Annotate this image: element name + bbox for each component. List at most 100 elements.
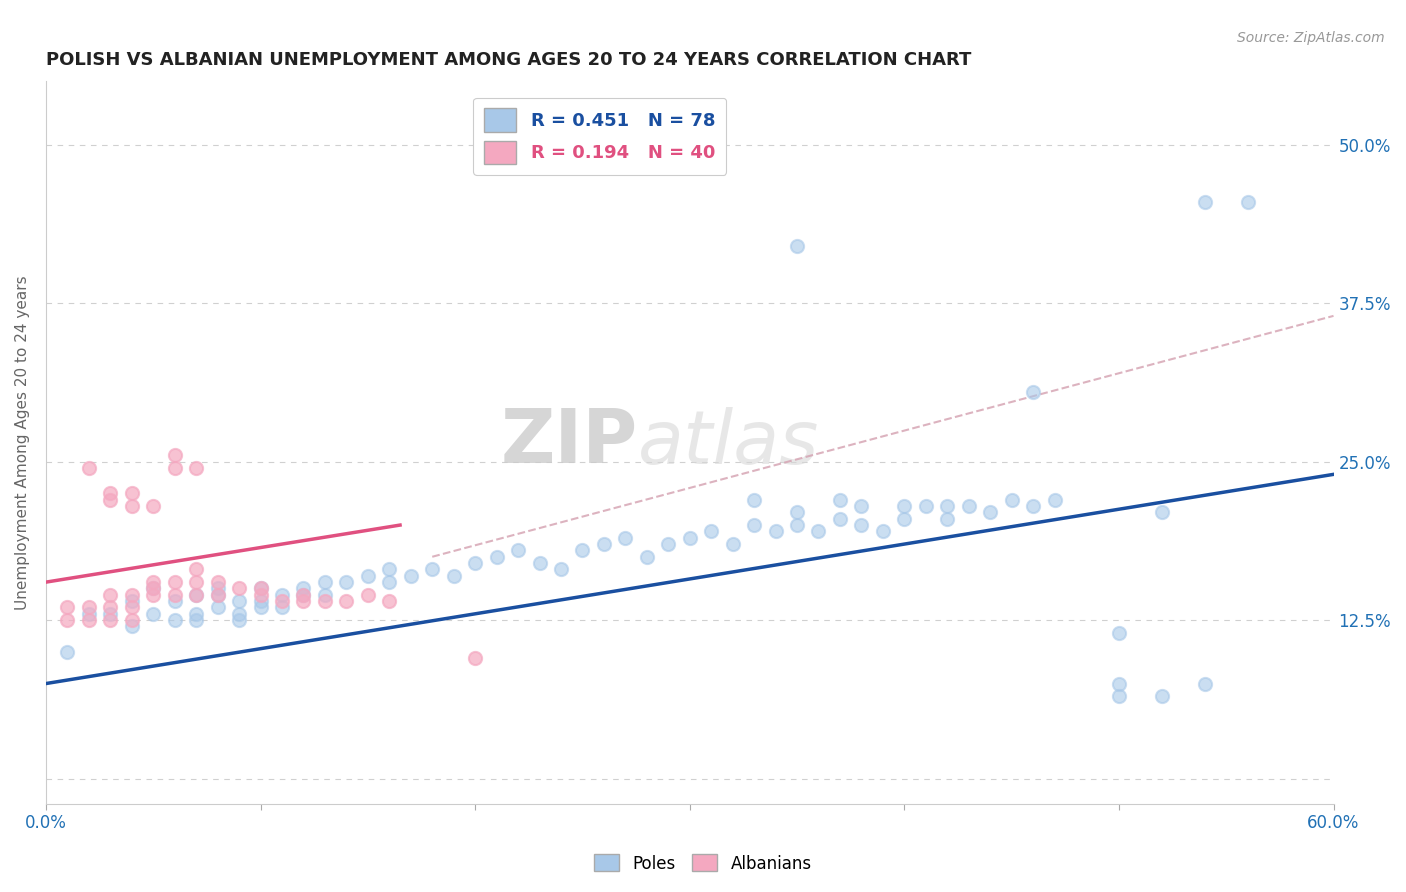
Point (163, 448, 186, 462)
Point (529, 556, 551, 570)
Point (679, 531, 702, 545)
Point (77, 461, 100, 475)
Point (292, 594, 315, 608)
Point (1043, 492, 1066, 507)
Point (163, 613, 186, 627)
Point (207, 575, 229, 590)
Text: ZIP: ZIP (501, 406, 638, 479)
Point (121, 486, 143, 500)
Point (56, 600, 79, 615)
Point (142, 582, 165, 596)
Point (207, 588, 229, 602)
Point (1236, 194, 1258, 209)
Point (292, 582, 315, 596)
Point (77, 613, 100, 627)
Point (121, 594, 143, 608)
Point (506, 543, 529, 558)
Point (851, 499, 873, 513)
Point (378, 562, 401, 576)
Point (142, 607, 165, 621)
Point (292, 588, 315, 602)
Point (464, 651, 486, 665)
Point (1150, 690, 1173, 704)
Point (1150, 505, 1173, 519)
Point (1194, 194, 1216, 209)
Point (98, 486, 121, 500)
Point (378, 594, 401, 608)
Point (271, 594, 294, 608)
Point (121, 588, 143, 602)
Point (163, 461, 186, 475)
Point (186, 613, 208, 627)
Legend: Poles, Albanians: Poles, Albanians (588, 847, 818, 880)
Point (742, 492, 765, 507)
Point (765, 524, 787, 539)
Point (121, 613, 143, 627)
Point (872, 524, 894, 539)
Point (163, 575, 186, 590)
Point (786, 518, 808, 533)
Point (957, 499, 980, 513)
Point (614, 531, 637, 545)
Point (914, 499, 936, 513)
Point (893, 512, 915, 526)
Point (335, 575, 357, 590)
Point (271, 600, 294, 615)
Point (228, 613, 250, 627)
Point (249, 582, 271, 596)
Point (186, 562, 208, 576)
Point (399, 568, 422, 582)
Point (98, 588, 121, 602)
Point (550, 562, 572, 576)
Point (121, 619, 143, 633)
Point (420, 562, 443, 576)
Point (1022, 384, 1045, 399)
Point (163, 594, 186, 608)
Point (56, 613, 79, 627)
Point (142, 582, 165, 596)
Point (142, 499, 165, 513)
Y-axis label: Unemployment Among Ages 20 to 24 years: Unemployment Among Ages 20 to 24 years (15, 276, 30, 610)
Point (142, 588, 165, 602)
Text: atlas: atlas (638, 407, 820, 479)
Point (657, 537, 679, 551)
Point (207, 582, 229, 596)
Point (228, 582, 250, 596)
Point (1194, 676, 1216, 690)
Point (979, 505, 1001, 519)
Point (186, 575, 208, 590)
Point (571, 543, 593, 558)
Point (186, 461, 208, 475)
Text: POLISH VS ALBANIAN UNEMPLOYMENT AMONG AGES 20 TO 24 YEARS CORRELATION CHART: POLISH VS ALBANIAN UNEMPLOYMENT AMONG AG… (46, 51, 972, 69)
Point (464, 556, 486, 570)
Point (121, 600, 143, 615)
Point (77, 607, 100, 621)
Point (1108, 690, 1130, 704)
Point (593, 537, 616, 551)
Point (249, 582, 271, 596)
Point (1108, 676, 1130, 690)
Point (77, 600, 100, 615)
Point (228, 594, 250, 608)
Point (335, 594, 357, 608)
Point (186, 588, 208, 602)
Point (378, 575, 401, 590)
Point (56, 645, 79, 659)
Point (271, 588, 294, 602)
Point (786, 505, 808, 519)
Legend: R = 0.451   N = 78, R = 0.194   N = 40: R = 0.451 N = 78, R = 0.194 N = 40 (472, 97, 725, 175)
Point (742, 518, 765, 533)
Point (786, 239, 808, 253)
Point (1001, 492, 1024, 507)
Point (828, 492, 851, 507)
Point (314, 594, 336, 608)
Point (121, 499, 143, 513)
Point (893, 499, 915, 513)
Point (700, 524, 723, 539)
Point (142, 575, 165, 590)
Point (186, 607, 208, 621)
Point (207, 588, 229, 602)
Point (828, 512, 851, 526)
Point (249, 588, 271, 602)
Point (1022, 499, 1045, 513)
